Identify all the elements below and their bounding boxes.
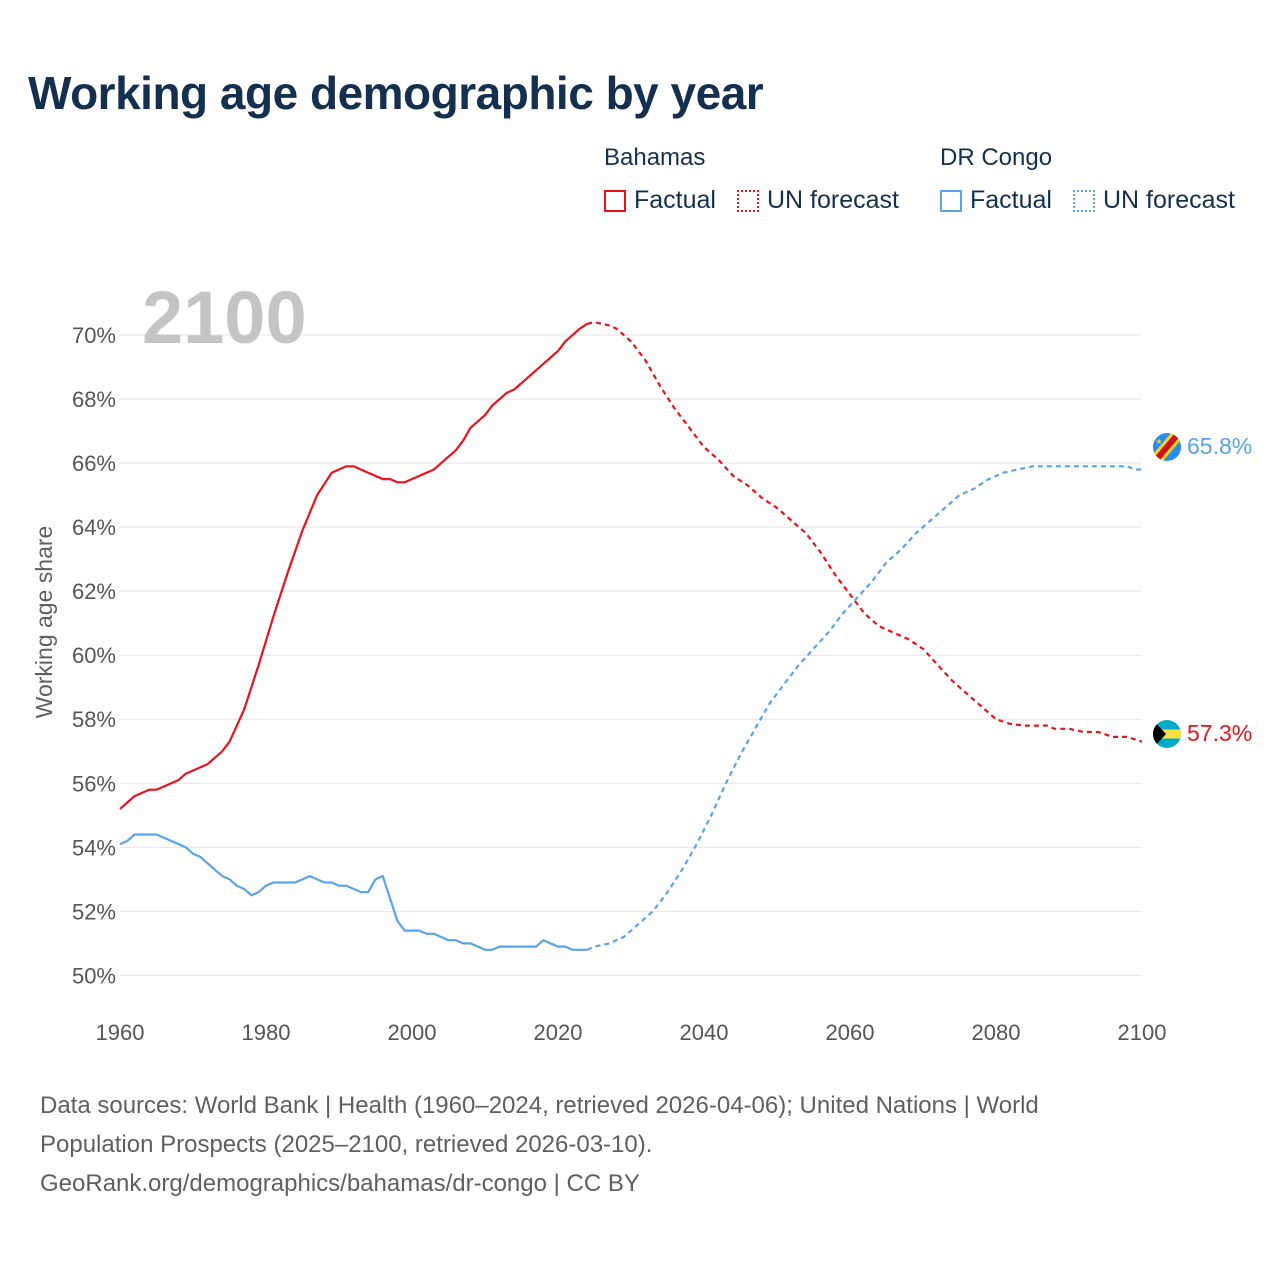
legend-label: UN forecast <box>767 186 899 214</box>
dr-congo-forecast-line[interactable] <box>586 465 1142 951</box>
series-lines <box>119 321 1143 951</box>
legend-group-bahamas: Bahamas <box>604 144 706 171</box>
dr-congo-factual-line[interactable] <box>119 833 588 951</box>
drcongo-flag-icon[interactable]: ★ <box>1150 427 1184 467</box>
legend-bahamas-forecast[interactable]: UN forecast <box>737 186 899 215</box>
y-tick-62: 62% <box>72 579 116 604</box>
y-tick-60: 60% <box>72 643 116 668</box>
grid-lines <box>120 334 1142 976</box>
y-tick-70: 70% <box>72 323 116 348</box>
x-tick-2000: 2000 <box>388 1020 437 1045</box>
legend-label: UN forecast <box>1103 186 1235 214</box>
bahamas-end-value: 57.3% <box>1187 720 1252 746</box>
year-label: 2100 <box>142 276 307 359</box>
legend-swatch-solid <box>604 189 626 212</box>
drcongo-end-value: 65.8% <box>1187 433 1252 459</box>
bahamas-flag-icon[interactable] <box>1153 720 1181 748</box>
bahamas-forecast-line[interactable] <box>586 321 1143 743</box>
legend-label: Factual <box>970 186 1052 214</box>
y-tick-54: 54% <box>72 835 116 860</box>
y-tick-56: 56% <box>72 771 116 796</box>
y-tick-58: 58% <box>72 707 116 732</box>
line-chart: 50%52%54%56%58%60%62%64%66%68%70% 1960 19… <box>31 276 1252 1045</box>
x-tick-2060: 2060 <box>826 1020 875 1045</box>
x-tick-2080: 2080 <box>972 1020 1021 1045</box>
y-tick-66: 66% <box>72 451 116 476</box>
legend-bahamas-factual[interactable]: Factual <box>604 186 716 215</box>
y-tick-68: 68% <box>72 387 116 412</box>
legend-swatch-dotted <box>737 189 759 212</box>
sources-link[interactable]: GeoRank.org/demographics/bahamas/dr-cong… <box>40 1170 640 1197</box>
x-tick-1980: 1980 <box>242 1020 291 1045</box>
legend-label: Factual <box>634 186 716 214</box>
legend-swatch-solid <box>940 189 962 212</box>
sources-line-1: Data sources: World Bank | Health (1960–… <box>40 1092 1039 1119</box>
x-tick-labels: 1960 1980 2000 2020 2040 2060 2080 2100 <box>96 1020 1167 1045</box>
chart-title: Working age demographic by year <box>28 67 764 119</box>
x-tick-2040: 2040 <box>680 1020 729 1045</box>
legend-drcongo-forecast[interactable]: UN forecast <box>1073 186 1235 215</box>
x-tick-2100: 2100 <box>1118 1020 1167 1045</box>
legend-group-drcongo: DR Congo <box>940 144 1053 171</box>
bahamas-factual-line[interactable] <box>119 322 588 810</box>
y-tick-64: 64% <box>72 515 116 540</box>
legend-drcongo-factual[interactable]: Factual <box>940 186 1052 215</box>
y-tick-labels: 50% 52% 54% 56% 58% 60% 62% 64% 66% 68% 70% <box>72 323 116 988</box>
y-tick-52: 52% <box>72 899 116 924</box>
x-tick-1960: 1960 <box>96 1020 145 1045</box>
legend-swatch-dotted <box>1073 189 1095 212</box>
sources-line-2: Population Prospects (2025–2100, retriev… <box>40 1131 653 1158</box>
x-tick-2020: 2020 <box>534 1020 583 1045</box>
data-sources: Data sources: World Bank | Health (1960–… <box>40 1086 1240 1203</box>
svg-text:★: ★ <box>1155 437 1162 446</box>
y-axis-label: Working age share <box>31 526 57 719</box>
y-tick-50: 50% <box>72 963 116 988</box>
